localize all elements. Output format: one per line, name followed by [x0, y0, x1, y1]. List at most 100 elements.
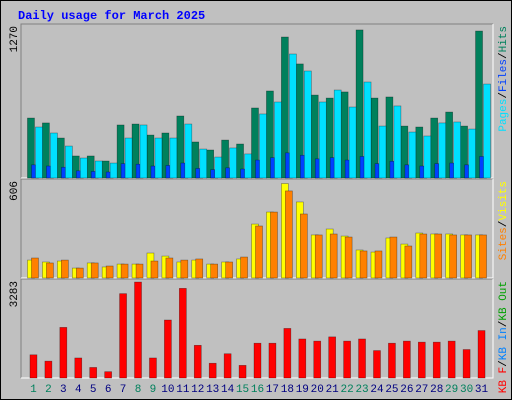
- bar: [270, 211, 278, 279]
- bar: [358, 338, 366, 379]
- bar: [300, 213, 308, 279]
- legend-entry: KB In: [498, 327, 510, 360]
- bar: [423, 135, 432, 179]
- bar: [79, 157, 88, 179]
- bar: [432, 341, 441, 379]
- x-tick-label: 7: [120, 384, 127, 396]
- bar: [468, 128, 476, 179]
- bar: [343, 340, 351, 379]
- x-tick-label: 5: [90, 384, 97, 396]
- panel-shade: [20, 23, 493, 178]
- bar: [449, 234, 457, 279]
- bar: [283, 328, 292, 379]
- bar: [404, 245, 413, 279]
- bar: [199, 148, 208, 179]
- x-tick-label: 6: [105, 384, 112, 396]
- panel-shade: [20, 278, 493, 378]
- legend-entry: Files: [498, 59, 510, 92]
- legend-entry: Visits: [498, 181, 510, 221]
- x-tick-label: 25: [385, 384, 398, 396]
- legend-entry: Hits: [498, 26, 510, 52]
- bar: [251, 107, 259, 179]
- bar: [289, 53, 297, 179]
- bar: [223, 353, 232, 379]
- bar: [393, 105, 402, 179]
- x-tick-label: 4: [75, 384, 82, 396]
- bar: [90, 262, 99, 279]
- legend: Pages/Files/Hits: [498, 26, 510, 132]
- x-tick-label: 23: [355, 384, 368, 396]
- bar: [149, 357, 157, 379]
- legend-separator: /: [498, 52, 510, 59]
- x-tick-label: 28: [430, 384, 443, 396]
- bar: [255, 225, 263, 279]
- bar: [359, 250, 368, 279]
- bar: [169, 137, 178, 179]
- bar: [438, 122, 447, 179]
- x-tick-label: 10: [161, 384, 174, 396]
- bar: [105, 265, 114, 279]
- x-tick-label: 31: [475, 384, 489, 396]
- legend-entry: KB F: [498, 367, 510, 393]
- bar: [329, 233, 338, 279]
- bar: [274, 101, 282, 179]
- bar: [328, 336, 336, 379]
- x-tick-label: 3: [60, 384, 67, 396]
- x-tick-label: 29: [445, 384, 458, 396]
- bar: [253, 342, 262, 379]
- bar: [298, 338, 307, 379]
- x-tick-label: 17: [266, 384, 279, 396]
- x-tick-label: 9: [150, 384, 157, 396]
- bar: [483, 83, 491, 179]
- bar: [124, 137, 133, 179]
- x-tick-label: 13: [206, 384, 219, 396]
- panel-shade: [20, 178, 493, 278]
- x-tick-label: 14: [221, 384, 235, 396]
- bar: [244, 153, 252, 179]
- bar: [119, 293, 127, 379]
- bar: [208, 362, 217, 379]
- bar: [238, 365, 247, 379]
- x-tick-label: 8: [135, 384, 142, 396]
- bar: [195, 258, 204, 279]
- x-tick-label: 30: [460, 384, 473, 396]
- x-tick-label: 1: [30, 384, 37, 396]
- x-tick-label: 24: [370, 384, 384, 396]
- bar: [74, 357, 83, 379]
- bar: [378, 125, 387, 179]
- bar: [184, 123, 193, 179]
- bar: [479, 234, 487, 279]
- bar: [314, 234, 323, 279]
- legend-entry: Sites: [498, 227, 510, 260]
- x-tick-label: 2: [45, 384, 52, 396]
- bar: [403, 340, 411, 379]
- bar: [464, 234, 472, 279]
- bar: [75, 267, 84, 279]
- bar: [475, 30, 483, 179]
- bar: [318, 101, 327, 179]
- legend-entry: KB Out: [498, 281, 510, 321]
- bar: [61, 259, 69, 279]
- x-tick-label: 20: [311, 384, 324, 396]
- bar: [259, 113, 267, 179]
- x-tick-label: 26: [400, 384, 413, 396]
- x-tick-label: 18: [281, 384, 294, 396]
- bar: [35, 126, 43, 179]
- legend: KB F/KB In/KB Out: [498, 281, 510, 393]
- bar: [419, 233, 428, 279]
- bar: [374, 250, 383, 279]
- bar: [134, 281, 142, 379]
- y-tick-label: 1270: [9, 26, 21, 52]
- bar: [214, 156, 222, 179]
- y-tick-label: 3283: [9, 281, 21, 307]
- legend-entry: Pages: [498, 99, 510, 132]
- bar: [240, 256, 248, 279]
- bar: [348, 106, 357, 179]
- x-tick-label: 27: [415, 384, 428, 396]
- legend-separator: /: [498, 360, 510, 367]
- legend-separator: /: [498, 92, 510, 99]
- legend-separator: /: [498, 321, 510, 328]
- bar: [150, 260, 159, 279]
- bar: [120, 263, 129, 279]
